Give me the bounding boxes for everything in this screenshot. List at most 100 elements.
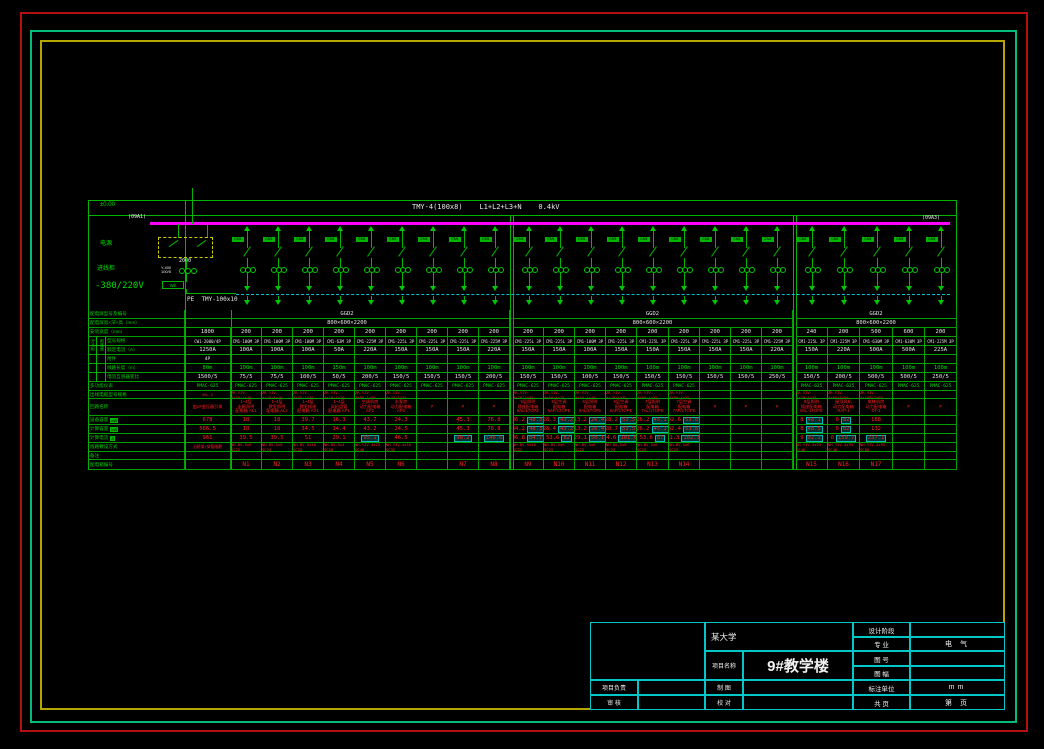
schedule-cell — [731, 382, 762, 391]
schedule-cell: 100m — [231, 364, 262, 373]
feeder-up-arrow-icon — [368, 226, 374, 231]
schedule-cell: ZR-YJV-4x16+1x10 — [324, 391, 355, 399]
schedule-cell: 150A — [448, 346, 479, 355]
feeder-down-arrow-icon — [906, 286, 912, 291]
schedule-cell-incoming: 4SL-2 — [185, 391, 231, 399]
feeder-tag: CM1 — [545, 237, 557, 242]
feeder-line — [877, 231, 878, 248]
schedule-row-label: 出线电缆型号规格 — [88, 391, 185, 399]
schedule-cell — [448, 391, 479, 399]
schedule-cell: 150/5 — [386, 373, 417, 382]
schedule-cell-incoming: 4P — [185, 355, 231, 364]
schedule-cell: CM1-225L 3P — [669, 337, 700, 346]
feeder-line — [684, 231, 685, 248]
schedule-cell — [448, 452, 479, 460]
feeder-line — [777, 231, 778, 248]
ct-symbol — [912, 267, 918, 273]
ct-symbol — [498, 267, 504, 273]
schedule-cell: 150/5 — [731, 373, 762, 382]
schedule-cell: N7 — [448, 460, 479, 470]
ct-symbol — [250, 267, 256, 273]
schedule-cell: N13 — [637, 460, 669, 470]
schedule-cell — [925, 391, 957, 399]
schedule-cell — [417, 443, 448, 452]
schedule-cell: ZR-YJV-4x70+2x35 — [513, 391, 544, 399]
schedule-cell: 8层照明 插座配电箱 8AL-1TOPE — [796, 399, 828, 416]
main-busbar — [150, 222, 950, 225]
schedule-cell: 146.6 — [479, 434, 510, 443]
schedule-cell — [231, 355, 262, 364]
section-divider — [793, 215, 794, 470]
schedule-cell: ≠ — [925, 399, 957, 416]
feeder-down-arrow-icon — [430, 286, 436, 291]
schedule-cell: 53.6 87 — [637, 434, 669, 443]
feeder-line — [309, 231, 310, 248]
schedule-cell: 150A — [544, 346, 575, 355]
schedule-cell: PMAC-625 — [513, 382, 544, 391]
schedule-cell: ZR-YJV-4x95+1x50 — [355, 391, 386, 399]
schedule-cell: 39.5 — [231, 434, 262, 443]
schedule-cell: 34.2 48.3 — [513, 425, 544, 434]
schedule-row-label: 配电箱编号 — [88, 460, 185, 470]
feeder-line — [877, 296, 878, 300]
feeder-line — [941, 296, 942, 300]
feeder-down-arrow-icon — [337, 300, 343, 305]
schedule-cell: 200 — [231, 328, 262, 337]
side-label-incoming: 进线柜 — [97, 266, 116, 272]
schedule-cell: 电梯机房 动力配电箱 DT-1 — [860, 399, 893, 416]
schedule-cell-incoming: 566.5 — [185, 425, 231, 434]
schedule-cell: NH-YJV-4x25 SC40 — [796, 443, 828, 452]
schedule-cell: 屋顶风机 动力配电箱 RAP-1 — [828, 399, 860, 416]
schedule-cell — [637, 355, 669, 364]
schedule-cell: PMAC-625 — [448, 382, 479, 391]
schedule-cell-incoming: 1800 — [185, 328, 231, 337]
titleblock-label: 设计阶段 — [853, 622, 910, 637]
schedule-cell: PMAC-625 — [925, 382, 957, 391]
schedule-cell: 45.3 — [448, 425, 479, 434]
schedule-cell: PMAC-625 — [417, 382, 448, 391]
schedule-cell: 32.6 53.8 — [669, 416, 700, 425]
schedule-cell: 100m — [731, 364, 762, 373]
feeder-tag: CM1 — [449, 237, 461, 242]
schedule-cell — [828, 355, 860, 364]
ct-symbol — [436, 267, 442, 273]
feeder-tag: CM1 — [576, 237, 588, 242]
feeder-down-arrow-icon — [492, 286, 498, 291]
schedule-cell: 500A — [893, 346, 925, 355]
schedule-cell — [231, 452, 262, 460]
schedule-cell: 43.2 — [355, 425, 386, 434]
schedule-cell: 空调机房 动力配电箱 AP2 — [355, 399, 386, 416]
schedule-cell: 100m — [513, 364, 544, 373]
titleblock-value: 电 气 — [910, 637, 1005, 651]
feeder-down-arrow-icon — [938, 300, 944, 305]
feeder-line — [715, 296, 716, 300]
schedule-cell — [762, 391, 793, 399]
schedule-cell — [417, 452, 448, 460]
schedule-cell — [762, 452, 793, 460]
schedule-cell: 7层空调 配电箱 7AP/1TOPE — [669, 399, 700, 416]
schedule-cell — [479, 443, 510, 452]
schedule-cell: NH-BV-5x6 SC25 — [231, 443, 262, 452]
feeder-down-arrow-icon — [906, 300, 912, 305]
group-strip-label: 断路器 — [100, 339, 105, 351]
titleblock-label: 审 核 — [590, 695, 638, 710]
feeder-down-arrow-icon — [526, 300, 532, 305]
feeder-up-arrow-icon — [841, 226, 847, 231]
schedule-cell — [606, 452, 637, 460]
feeder-down-arrow-icon — [619, 286, 625, 291]
middle-teal-frame — [30, 30, 1017, 723]
schedule-cell: N2 — [262, 460, 293, 470]
schedule-cell: 29.1 50.1 — [575, 434, 606, 443]
section-divider — [796, 215, 797, 470]
schedule-cell: CM1-100M 3P — [293, 337, 324, 346]
schedule-cell: N6 — [386, 460, 417, 470]
schedule-cell: CM1-225M 3P — [925, 337, 957, 346]
schedule-cell — [700, 452, 731, 460]
feeder-up-arrow-icon — [492, 226, 498, 231]
schedule-cell: 200/5 — [828, 373, 860, 382]
feeder-down-arrow-icon — [275, 300, 281, 305]
schedule-cell: 100m — [828, 364, 860, 373]
schedule-cell: 150m — [324, 364, 355, 373]
feeder-down-arrow-icon — [650, 286, 656, 291]
ct-symbol — [312, 267, 318, 273]
